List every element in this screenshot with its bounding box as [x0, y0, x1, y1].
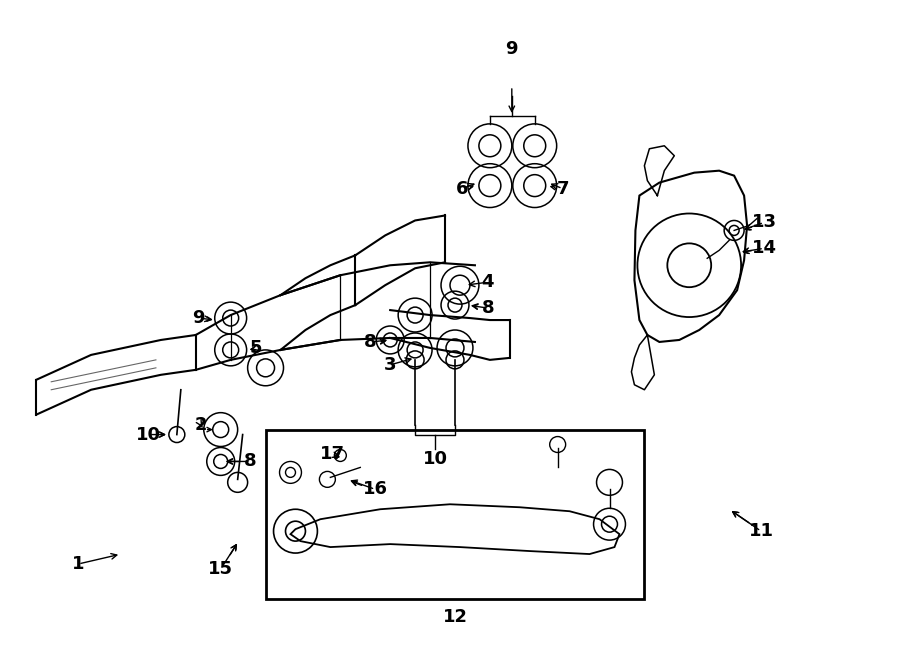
Text: 9: 9	[193, 309, 205, 327]
Text: 10: 10	[137, 426, 161, 444]
Text: 7: 7	[556, 180, 569, 198]
Text: 10: 10	[422, 450, 447, 469]
Text: 16: 16	[363, 481, 388, 498]
Text: 4: 4	[482, 273, 494, 292]
Text: 12: 12	[443, 608, 467, 626]
Bar	[266, 430, 644, 599]
Text: 6: 6	[455, 180, 468, 198]
Text: 8: 8	[364, 333, 376, 351]
Text: 17: 17	[320, 446, 345, 463]
Text: 15: 15	[208, 560, 233, 578]
Text: 11: 11	[749, 522, 773, 540]
Text: 5: 5	[249, 339, 262, 357]
Text: 14: 14	[752, 239, 777, 257]
Text: 1: 1	[72, 555, 85, 573]
Text: 13: 13	[752, 214, 777, 231]
Text: 9: 9	[506, 40, 518, 58]
Text: 8: 8	[482, 299, 494, 317]
Text: 3: 3	[384, 356, 396, 374]
Text: 2: 2	[194, 416, 207, 434]
Text: 8: 8	[244, 452, 256, 471]
